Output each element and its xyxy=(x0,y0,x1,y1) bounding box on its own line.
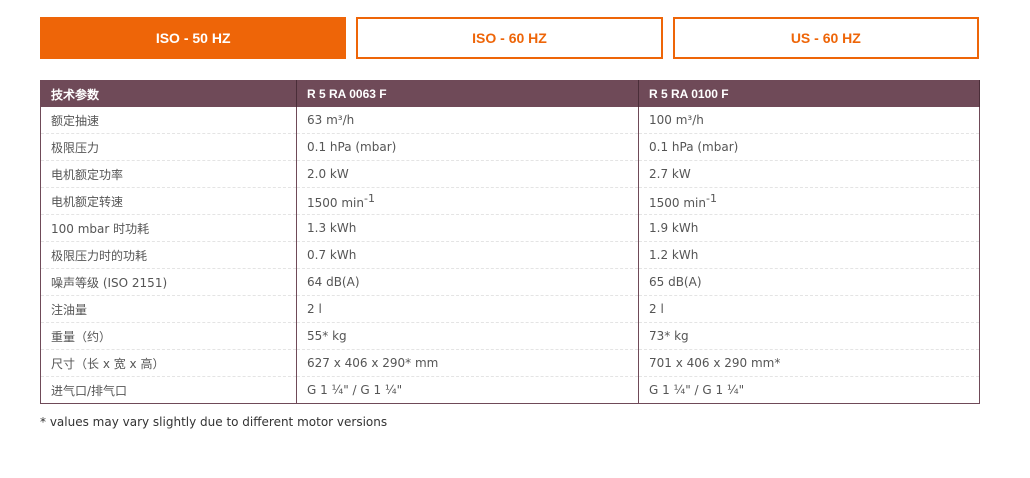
value-cell: 55* kg xyxy=(296,322,639,350)
cell-text: 63 m³/h xyxy=(307,113,355,127)
cell-text: 额定抽速 xyxy=(51,113,100,128)
value-cell: 2.0 kW xyxy=(296,160,639,188)
value-cell: 1500 min-1 xyxy=(638,187,980,215)
table-row: 注油量 2 l 2 l xyxy=(40,295,980,323)
cell-text: 100 mbar 时功耗 xyxy=(51,221,150,236)
cell-text: 64 dB(A) xyxy=(307,275,360,289)
cell-text: 电机额定功率 xyxy=(51,167,124,182)
cell-text: 注油量 xyxy=(51,302,88,317)
table-row: 噪声等级 (ISO 2151) 64 dB(A) 65 dB(A) xyxy=(40,268,980,296)
specs-table: 技术参数 R 5 RA 0063 F R 5 RA 0100 F 额定抽速 63 … xyxy=(40,80,980,404)
cell-text: 55* kg xyxy=(307,329,347,343)
cell-text: 1500 min xyxy=(307,196,364,210)
exponent: -1 xyxy=(363,192,375,205)
cell-text: 电机额定转速 xyxy=(51,194,124,209)
cell-text: 1.2 kWh xyxy=(649,248,699,262)
value-cell: 701 x 406 x 290 mm* xyxy=(638,349,980,377)
exponent: -1 xyxy=(705,192,717,205)
table-row: 额定抽速 63 m³/h 100 m³/h xyxy=(40,107,980,134)
cell-text: 627 x 406 x 290* mm xyxy=(307,356,439,370)
parameter-cell: 电机额定转速 xyxy=(40,187,297,215)
tab-iso-60hz[interactable]: ISO - 60 HZ xyxy=(356,17,663,59)
table-row: 100 mbar 时功耗 1.3 kWh 1.9 kWh xyxy=(40,214,980,242)
parameter-cell: 电机额定功率 xyxy=(40,160,297,188)
table-row: 电机额定转速 1500 min-1 1500 min-1 xyxy=(40,187,980,215)
cell-text: 1.3 kWh xyxy=(307,221,357,235)
cell-text: 701 x 406 x 290 mm* xyxy=(649,356,781,370)
value-cell: G 1 ¼" / G 1 ¼" xyxy=(638,376,980,404)
cell-text: 0.1 hPa (mbar) xyxy=(649,140,739,154)
value-cell: 2.7 kW xyxy=(638,160,980,188)
header-model-0063: R 5 RA 0063 F xyxy=(296,80,639,107)
parameter-cell: 尺寸（长 x 宽 x 高） xyxy=(40,349,297,377)
value-cell: 2 l xyxy=(638,295,980,323)
value-cell: G 1 ¼" / G 1 ¼" xyxy=(296,376,639,404)
parameter-cell: 注油量 xyxy=(40,295,297,323)
cell-text: 2 l xyxy=(307,302,322,316)
cell-text: 2 l xyxy=(649,302,664,316)
value-cell: 65 dB(A) xyxy=(638,268,980,296)
cell-text: 尺寸（长 x 宽 x 高） xyxy=(51,356,165,371)
value-cell: 1.3 kWh xyxy=(296,214,639,242)
table-row: 尺寸（长 x 宽 x 高） 627 x 406 x 290* mm 701 x 40… xyxy=(40,349,980,377)
cell-text: 重量（约） xyxy=(51,329,112,344)
value-cell: 2 l xyxy=(296,295,639,323)
parameter-cell: 极限压力时的功耗 xyxy=(40,241,297,269)
cell-text: 2.7 kW xyxy=(649,167,691,181)
table-row: 极限压力 0.1 hPa (mbar) 0.1 hPa (mbar) xyxy=(40,133,980,161)
value-cell: 1.2 kWh xyxy=(638,241,980,269)
cell-text: 1500 min xyxy=(649,196,706,210)
value-cell: 0.1 hPa (mbar) xyxy=(638,133,980,161)
value-cell: 0.7 kWh xyxy=(296,241,639,269)
table-header-row: 技术参数 R 5 RA 0063 F R 5 RA 0100 F xyxy=(40,80,980,107)
value-cell: 0.1 hPa (mbar) xyxy=(296,133,639,161)
table-row: 重量（约） 55* kg 73* kg xyxy=(40,322,980,350)
cell-text: 0.1 hPa (mbar) xyxy=(307,140,397,154)
cell-text: 73* kg xyxy=(649,329,689,343)
parameter-cell: 极限压力 xyxy=(40,133,297,161)
value-cell: 73* kg xyxy=(638,322,980,350)
table-row: 进气口/排气口 G 1 ¼" / G 1 ¼" G 1 ¼" / G 1 ¼" xyxy=(40,376,980,404)
cell-text: G 1 ¼" / G 1 ¼" xyxy=(307,383,403,397)
cell-text: 噪声等级 (ISO 2151) xyxy=(51,275,168,290)
cell-text: G 1 ¼" / G 1 ¼" xyxy=(649,383,745,397)
cell-text: 极限压力 xyxy=(51,140,100,155)
table-row: 电机额定功率 2.0 kW 2.7 kW xyxy=(40,160,980,188)
value-cell: 627 x 406 x 290* mm xyxy=(296,349,639,377)
header-model-0100: R 5 RA 0100 F xyxy=(638,80,980,107)
value-cell: 1500 min-1 xyxy=(296,187,639,215)
parameter-cell: 噪声等级 (ISO 2151) xyxy=(40,268,297,296)
cell-text: 0.7 kWh xyxy=(307,248,357,262)
cell-text: 65 dB(A) xyxy=(649,275,702,289)
parameter-cell: 额定抽速 xyxy=(40,107,297,134)
value-cell: 63 m³/h xyxy=(296,107,639,134)
value-cell: 64 dB(A) xyxy=(296,268,639,296)
value-cell: 100 m³/h xyxy=(638,107,980,134)
parameter-cell: 100 mbar 时功耗 xyxy=(40,214,297,242)
cell-text: 极限压力时的功耗 xyxy=(51,248,148,263)
footnote: * values may vary slightly due to differ… xyxy=(40,415,388,429)
cell-text: 1.9 kWh xyxy=(649,221,699,235)
cell-text: 2.0 kW xyxy=(307,167,349,181)
cell-text: 100 m³/h xyxy=(649,113,704,127)
value-cell: 1.9 kWh xyxy=(638,214,980,242)
parameter-cell: 进气口/排气口 xyxy=(40,376,297,404)
header-parameter: 技术参数 xyxy=(40,80,297,107)
table-row: 极限压力时的功耗 0.7 kWh 1.2 kWh xyxy=(40,241,980,269)
frequency-tabs: ISO - 50 HZ ISO - 60 HZ US - 60 HZ xyxy=(40,17,979,59)
parameter-cell: 重量（约） xyxy=(40,322,297,350)
cell-text: 进气口/排气口 xyxy=(51,383,128,398)
tab-iso-50hz[interactable]: ISO - 50 HZ xyxy=(40,17,347,59)
tab-us-60hz[interactable]: US - 60 HZ xyxy=(672,17,979,59)
